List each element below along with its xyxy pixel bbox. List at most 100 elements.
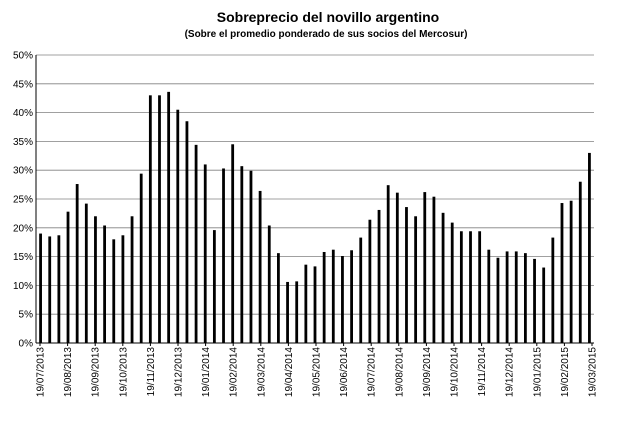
- x-tick-label: 19/01/2015: [532, 347, 543, 397]
- y-tick-label: 10%: [13, 281, 33, 292]
- bar: [350, 250, 353, 343]
- bar: [148, 95, 152, 343]
- bar: [240, 166, 244, 343]
- x-tick-label: 19/08/2013: [63, 347, 74, 397]
- bar: [386, 185, 390, 343]
- x-tick-label: 19/10/2013: [118, 347, 129, 397]
- bar: [405, 207, 408, 343]
- bar: [359, 237, 363, 343]
- bar: [94, 216, 97, 343]
- bar: [514, 251, 518, 343]
- bar: [523, 253, 527, 343]
- x-tick-label: 19/02/2015: [560, 347, 571, 397]
- x-tick-label: 19/03/2014: [256, 347, 267, 397]
- x-tick-label: 19/08/2014: [394, 347, 405, 397]
- x-tick-label: 19/11/2014: [477, 347, 488, 397]
- y-tick-label: 25%: [13, 195, 33, 206]
- bar: [121, 235, 125, 343]
- bar: [450, 222, 454, 343]
- x-tick-label: 19/07/2014: [367, 347, 378, 397]
- y-tick-label: 5%: [19, 310, 34, 321]
- bar: [578, 181, 582, 343]
- bar: [560, 203, 564, 343]
- bar: [395, 192, 399, 343]
- bar: [176, 109, 180, 343]
- bar: [341, 256, 344, 343]
- bar: [542, 267, 546, 343]
- bar: [505, 251, 509, 343]
- bar: [112, 239, 116, 343]
- bar: [295, 281, 299, 343]
- bar: [277, 253, 280, 343]
- bar: [249, 170, 253, 343]
- bar: [377, 209, 381, 343]
- bar: [167, 91, 171, 343]
- y-tick-label: 0%: [19, 339, 34, 350]
- y-tick-label: 20%: [13, 223, 33, 234]
- x-tick-label: 19/10/2014: [450, 347, 461, 397]
- bar: [103, 225, 107, 343]
- y-tick-label: 30%: [13, 166, 33, 177]
- bars: [39, 91, 591, 344]
- bar: [423, 192, 427, 343]
- bar: [551, 237, 555, 343]
- bar: [331, 249, 335, 343]
- x-tick-label: 19/06/2014: [339, 347, 350, 397]
- bar: [66, 211, 70, 343]
- bar: [130, 216, 134, 343]
- bar: [48, 236, 52, 343]
- bar: [194, 144, 198, 343]
- y-tick-label: 50%: [13, 51, 33, 62]
- bar: [588, 152, 591, 343]
- bar: [75, 184, 79, 343]
- bar: [487, 249, 491, 343]
- x-tick-label: 19/01/2014: [201, 347, 212, 397]
- bar: [478, 231, 482, 343]
- bar: [158, 95, 161, 343]
- x-tick-label: 19/07/2013: [36, 347, 47, 397]
- bar: [57, 235, 61, 343]
- bar: [258, 190, 262, 343]
- x-tick-label: 19/02/2014: [229, 347, 240, 397]
- y-axis-ticks: 0% 5% 10% 15% 20% 25% 30% 35% 40% 45% 50%: [13, 51, 33, 350]
- bar: [459, 231, 463, 343]
- x-tick-label: 19/12/2014: [505, 347, 516, 397]
- y-tick-label: 35%: [13, 137, 33, 148]
- bar: [368, 219, 372, 343]
- chart-title: Sobreprecio del novillo argentino: [217, 9, 439, 25]
- x-tick-label: 19/11/2013: [146, 347, 157, 397]
- chart-subtitle: (Sobre el promedio ponderado de sus soci…: [185, 29, 468, 40]
- bar: [139, 173, 143, 343]
- bar: [267, 225, 271, 343]
- x-tick-label: 19/04/2014: [284, 347, 295, 397]
- x-tick-label: 19/03/2015: [588, 347, 599, 397]
- bar: [469, 231, 472, 343]
- y-tick-label: 15%: [13, 252, 33, 263]
- x-tick-label: 19/09/2014: [422, 347, 433, 397]
- bar: [231, 144, 235, 343]
- bar: [185, 121, 189, 344]
- x-tick-label: 19/12/2013: [174, 347, 185, 397]
- x-tick-label: 19/05/2014: [312, 347, 323, 397]
- bar: [286, 281, 289, 343]
- bar: [313, 266, 317, 343]
- bar: [212, 230, 216, 343]
- bar: [496, 257, 500, 343]
- bar: [533, 258, 536, 343]
- bar: [432, 196, 436, 343]
- gridlines: [36, 54, 594, 315]
- y-tick-label: 40%: [13, 108, 33, 119]
- x-tick-label: 19/09/2013: [91, 347, 102, 397]
- bar: [39, 233, 42, 343]
- bar: [304, 264, 308, 343]
- bar: [414, 216, 418, 343]
- bar: [84, 203, 88, 343]
- bar: [441, 212, 445, 343]
- bar: [322, 251, 326, 343]
- y-tick-label: 45%: [13, 79, 33, 90]
- bar: [203, 164, 207, 343]
- bar: [569, 200, 573, 343]
- bar: [222, 168, 225, 343]
- x-axis-ticks: 19/07/2013 19/08/2013 19/09/2013 19/10/2013…: [36, 343, 599, 397]
